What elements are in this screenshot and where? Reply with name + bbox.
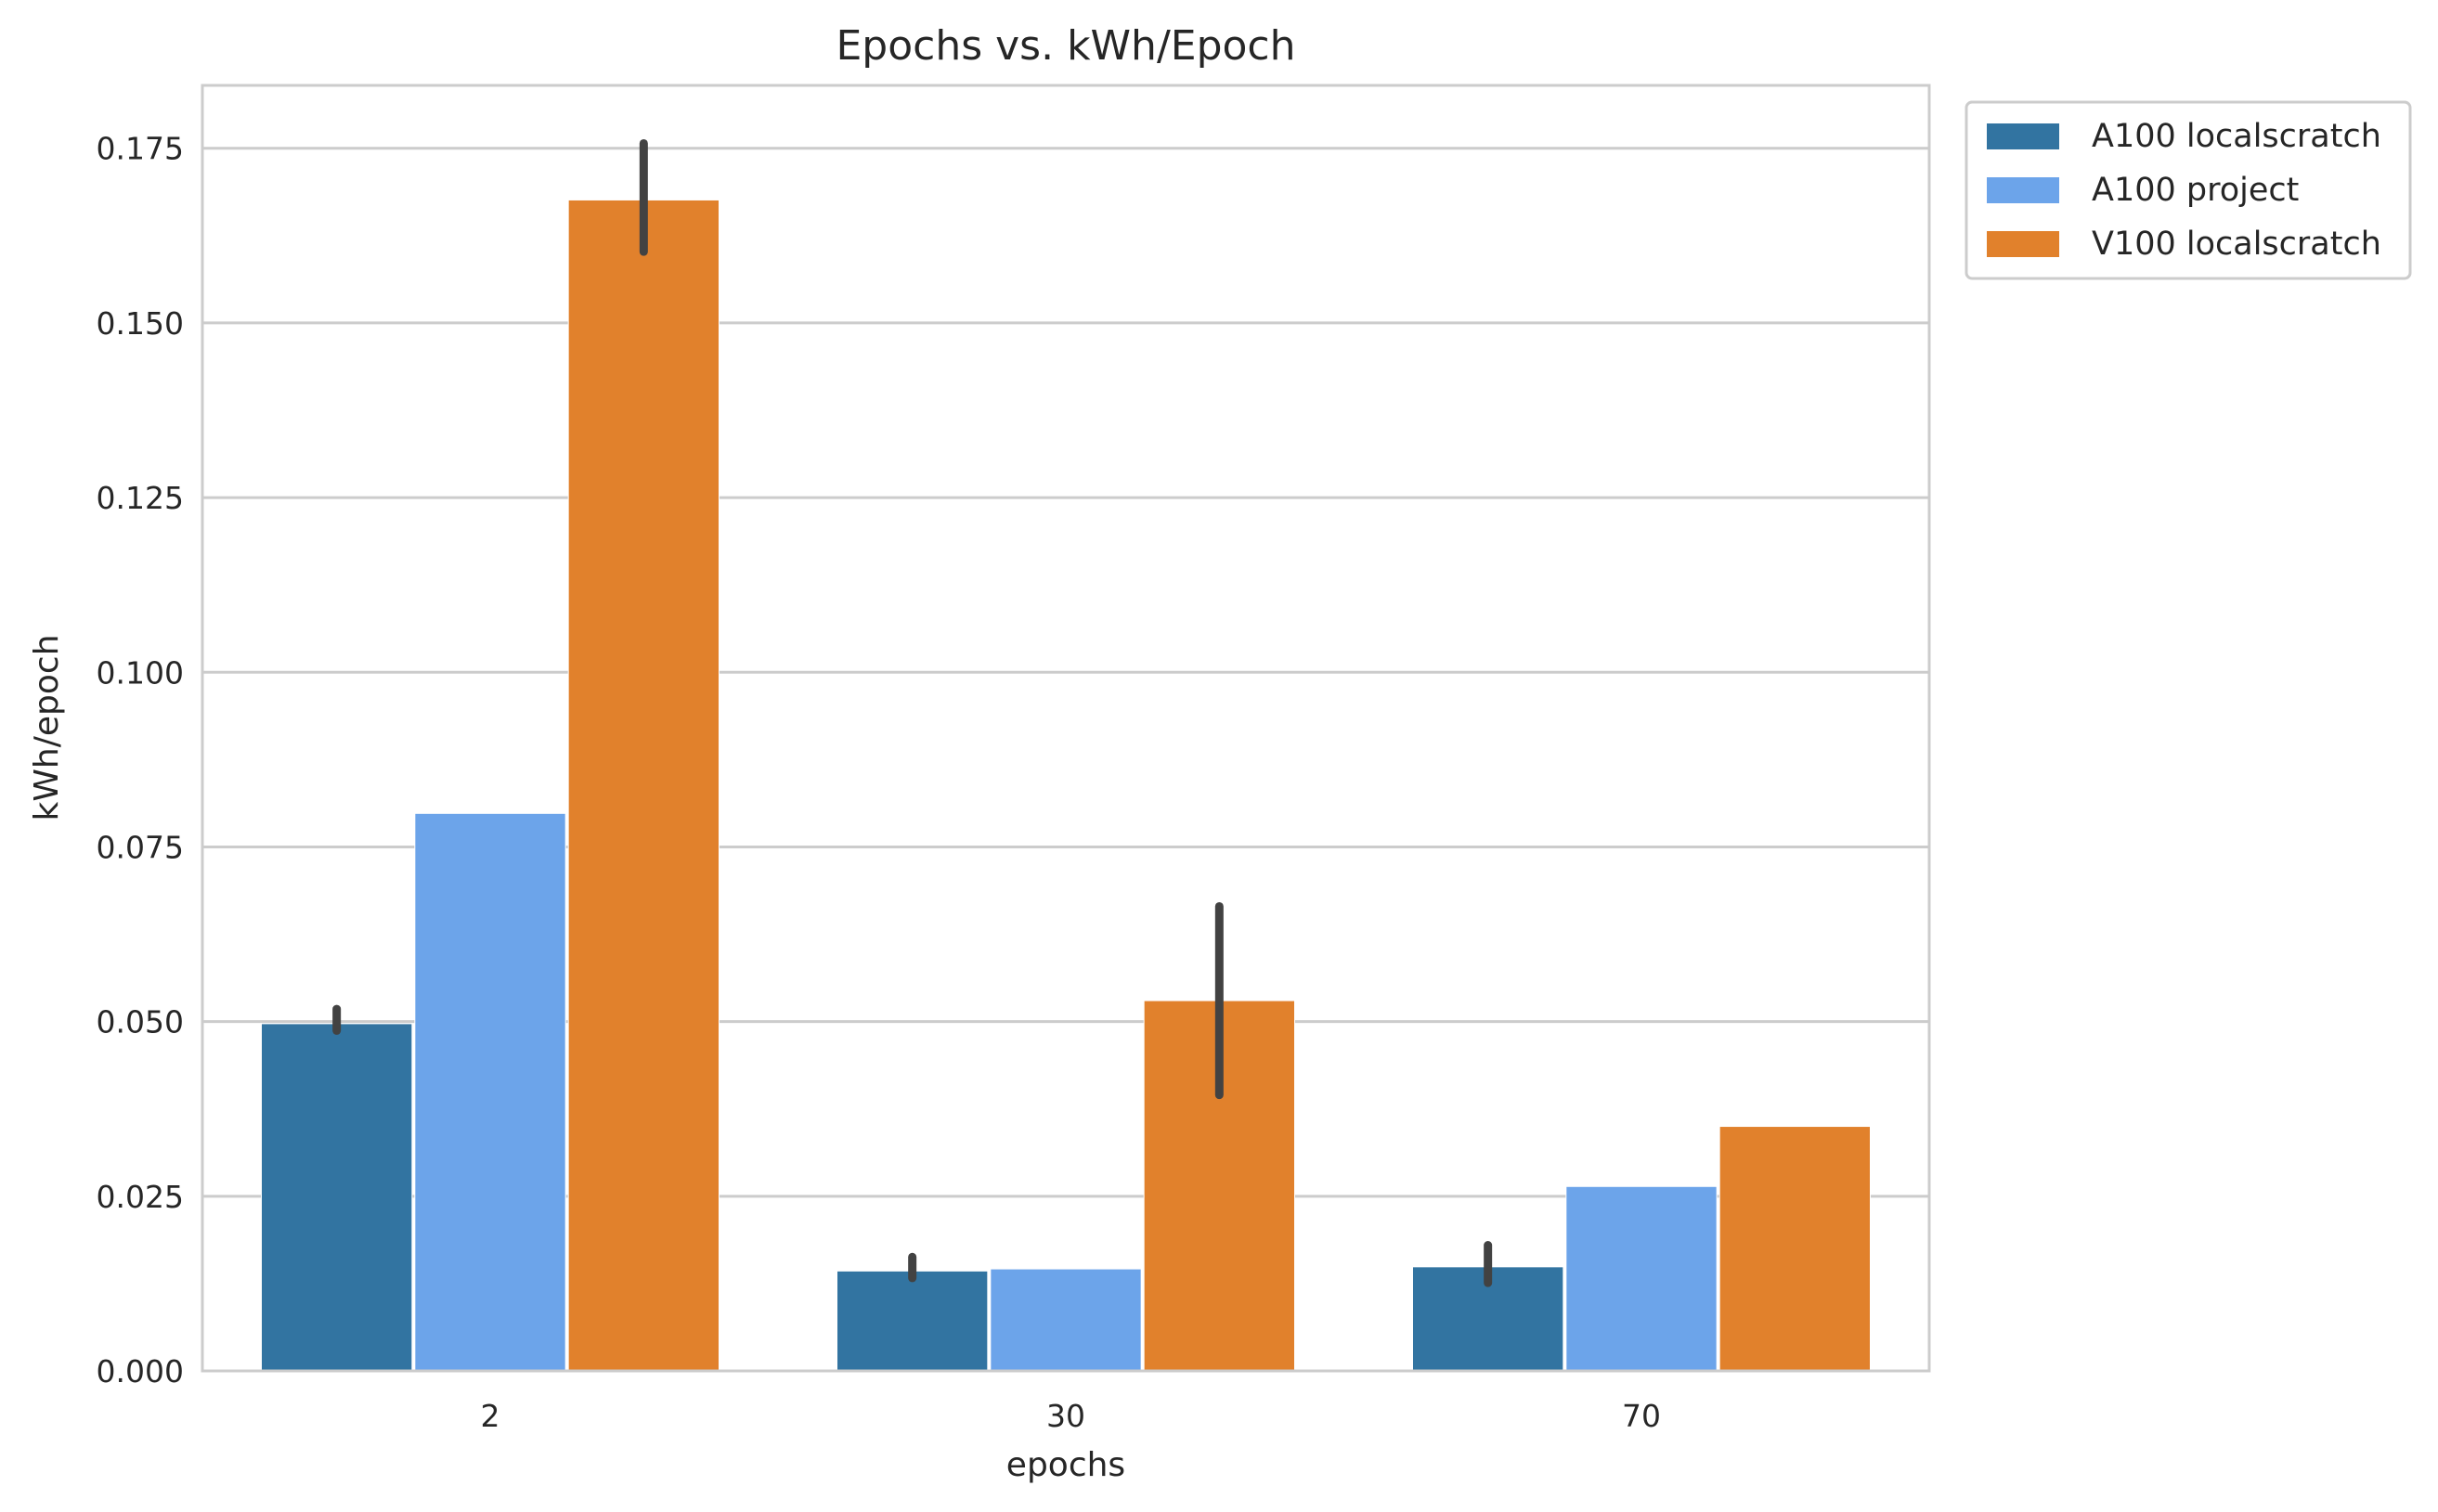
y-tick-labels: 0.000 0.025 0.050 0.075 0.100 0.125 0.150 0.175 <box>97 131 184 1389</box>
error-bars-layer <box>332 138 1493 1287</box>
bar <box>1718 1126 1871 1372</box>
bar <box>567 199 720 1372</box>
y-tick-label: 0.175 <box>97 131 184 167</box>
bar <box>990 1268 1142 1372</box>
y-tick-label: 0.100 <box>97 654 184 691</box>
legend-frame <box>1965 100 2412 280</box>
legend-label: A100 project <box>2092 172 2299 209</box>
legend-swatch <box>1987 123 2059 149</box>
x-axis-label: epochs <box>1006 1446 1125 1484</box>
legend-label: V100 localscratch <box>2092 226 2381 263</box>
y-tick-label: 0.150 <box>97 305 184 342</box>
bar <box>261 1023 413 1372</box>
y-tick-label: 0.125 <box>97 480 184 516</box>
x-tick-label: 70 <box>1622 1398 1661 1434</box>
bars-layer <box>261 199 1871 1372</box>
y-axis-label: kWh/epoch <box>28 634 66 821</box>
bar <box>414 812 566 1372</box>
plot-frame <box>201 84 1931 1373</box>
y-tick-label: 0.025 <box>97 1179 184 1215</box>
y-tick-label: 0.075 <box>97 829 184 865</box>
legend-items: A100 localscratch A100 project V100 locals… <box>1987 118 2381 263</box>
y-tick-label: 0.000 <box>97 1353 184 1389</box>
legend: A100 localscratch A100 project V100 locals… <box>1965 100 2412 280</box>
bar <box>1565 1185 1718 1372</box>
x-tick-label: 2 <box>481 1398 500 1434</box>
legend-swatch <box>1987 177 2059 203</box>
chart-title: Epochs vs. kWh/Epoch <box>836 22 1296 70</box>
legend-label: A100 localscratch <box>2092 118 2381 155</box>
x-tick-labels: 2 30 70 <box>481 1398 1662 1434</box>
bar <box>836 1270 989 1372</box>
x-tick-label: 30 <box>1046 1398 1085 1434</box>
legend-swatch <box>1987 231 2059 257</box>
y-tick-label: 0.050 <box>97 1004 184 1040</box>
